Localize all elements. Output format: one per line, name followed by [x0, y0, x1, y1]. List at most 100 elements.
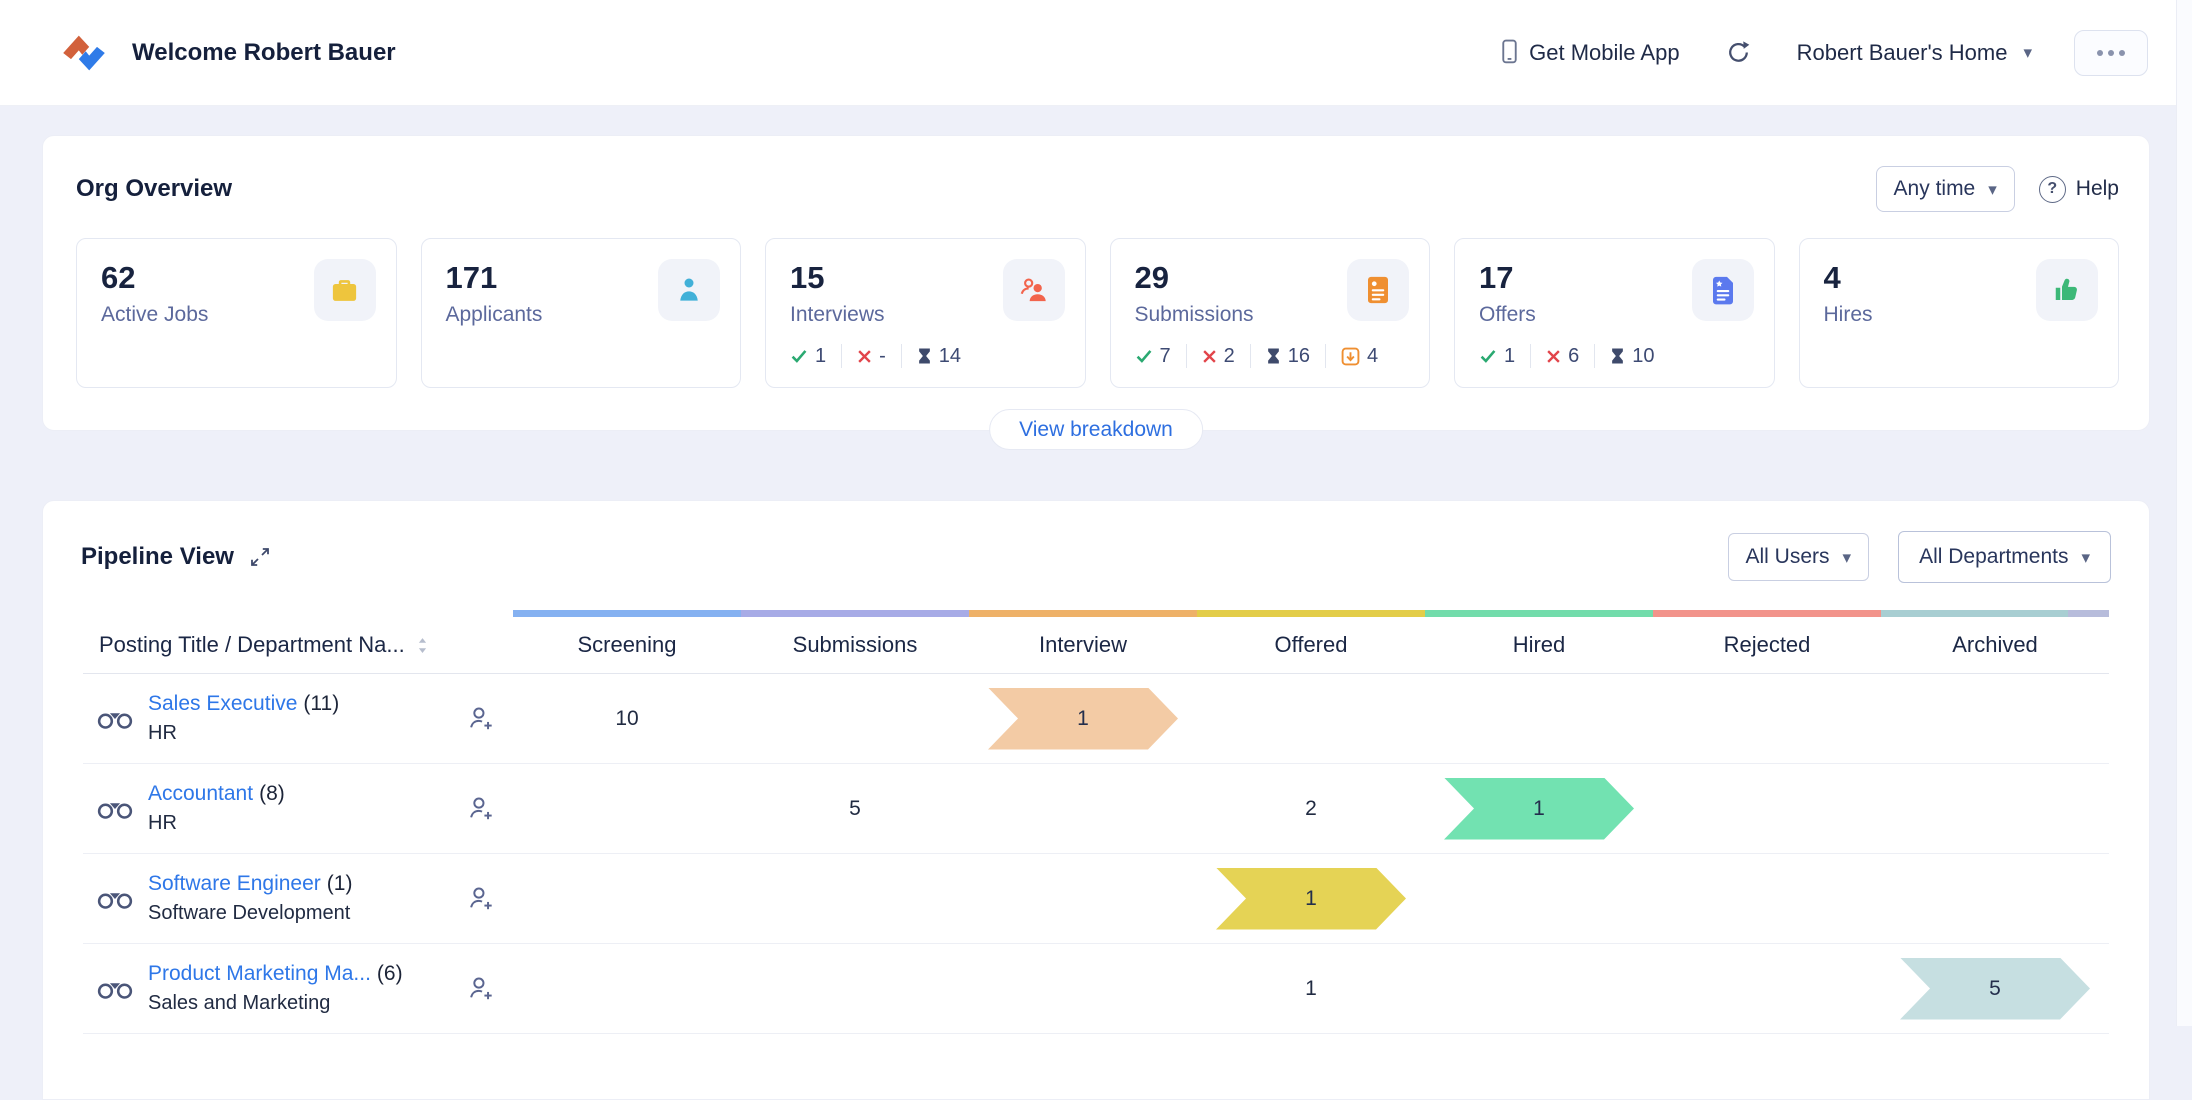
posting-title-column-header[interactable]: Posting Title / Department Na... [83, 632, 513, 658]
get-mobile-app-button[interactable]: Get Mobile App [1501, 39, 1680, 66]
job-posting-link[interactable]: Sales Executive [148, 692, 298, 715]
submissions-pending-stat[interactable]: 16 [1266, 345, 1310, 368]
pipeline-table-header: Posting Title / Department Na... Screeni… [83, 610, 2109, 674]
offers-label: Offers [1479, 303, 1536, 326]
more-options-icon [2097, 49, 2103, 56]
department-name: Sales and Marketing [148, 992, 331, 1014]
top-bar: Welcome Robert Bauer Get Mobile App Robe… [0, 0, 2192, 106]
stage-count[interactable]: 5 [849, 796, 861, 820]
table-row: Accountant (8) HR 5 2 1 [83, 764, 2109, 854]
submissions-rejected-stat[interactable]: 2 [1202, 345, 1235, 368]
inbox-down-icon [1341, 347, 1360, 366]
page-scrollbar[interactable] [2176, 0, 2192, 1026]
column-header-submissions: Submissions [792, 632, 918, 657]
home-selector[interactable]: Robert Bauer's Home ▾ [1797, 40, 2032, 66]
department-name: Software Development [148, 902, 351, 924]
check-icon [1135, 349, 1153, 364]
chevron-down-icon: ▾ [2023, 43, 2032, 62]
stage-count[interactable]: 1 [1305, 976, 1317, 1000]
help-label: Help [2075, 177, 2119, 200]
table-row: Software Engineer (1) Software Developmen… [83, 854, 2109, 944]
chevron-down-icon: ▾ [1988, 179, 1997, 199]
interview-people-icon [1002, 259, 1065, 321]
interviews-count: 15 [790, 260, 825, 295]
briefcase-icon [313, 259, 376, 321]
stat-card-offers[interactable]: 17 Offers 1 [1454, 238, 1775, 388]
add-candidate-icon[interactable] [468, 795, 495, 822]
mobile-phone-icon [1501, 39, 1518, 66]
offers-count: 17 [1479, 260, 1514, 295]
table-row: Sales Executive (11) HR 10 1 [83, 674, 2109, 764]
pipeline-stage-arrow[interactable]: 1 [1216, 868, 1406, 930]
job-posting-link[interactable]: Accountant [148, 782, 254, 805]
pipeline-stage-arrow[interactable]: 5 [1900, 958, 2090, 1020]
add-candidate-icon[interactable] [468, 885, 495, 912]
submissions-count: 29 [1134, 260, 1169, 295]
submissions-label: Submissions [1134, 303, 1254, 326]
thumbs-up-icon [2036, 259, 2098, 321]
view-breakdown-button[interactable]: View breakdown [989, 409, 1203, 450]
interviews-cancelled-stat[interactable]: - [857, 345, 886, 368]
interviews-completed-stat[interactable]: 1 [790, 345, 826, 368]
column-header-hired: Hired [1512, 632, 1566, 657]
all-departments-dropdown[interactable]: All Departments ▾ [1898, 531, 2111, 583]
refresh-button[interactable] [1726, 40, 1751, 65]
all-departments-value: All Departments [1919, 545, 2069, 568]
pipeline-view-title: Pipeline View [81, 543, 234, 570]
app-logo[interactable] [58, 27, 110, 79]
stat-card-active-jobs[interactable]: 62 Active Jobs [76, 238, 397, 388]
job-posting-link[interactable]: Software Engineer [148, 872, 321, 895]
binoculars-icon[interactable] [97, 977, 133, 1001]
hourglass-icon [1266, 347, 1281, 365]
binoculars-icon[interactable] [97, 797, 133, 821]
check-icon [790, 349, 808, 364]
time-filter-value: Any time [1893, 177, 1976, 200]
applicants-count: 171 [445, 260, 498, 295]
get-mobile-app-label: Get Mobile App [1529, 39, 1680, 65]
stage-count[interactable]: 2 [1305, 796, 1317, 820]
stat-card-interviews[interactable]: 15 Interviews [765, 238, 1086, 388]
table-row: Product Marketing Ma... (6) Sales and Mar… [83, 944, 2109, 1034]
submissions-approved-stat[interactable]: 7 [1135, 345, 1171, 368]
column-header-screening: Screening [577, 632, 677, 657]
help-button[interactable]: ? Help [2038, 175, 2119, 203]
cross-icon [857, 349, 872, 364]
interviews-pending-stat[interactable]: 14 [917, 345, 961, 368]
column-header-archived: Archived [1952, 632, 2038, 657]
org-overview-section: Org Overview Any time ▾ ? Help 62 Active… [42, 135, 2150, 450]
all-users-dropdown[interactable]: All Users ▾ [1727, 533, 1870, 581]
cross-icon [1546, 349, 1561, 364]
refresh-icon [1726, 40, 1751, 65]
pipeline-stage-arrow[interactable]: 1 [1444, 778, 1634, 840]
add-candidate-icon[interactable] [468, 975, 495, 1002]
add-candidate-icon[interactable] [468, 705, 495, 732]
stat-card-applicants[interactable]: 171 Applicants [420, 238, 741, 388]
hourglass-icon [917, 347, 932, 365]
applicants-label: Applicants [445, 303, 543, 326]
question-mark-icon: ? [2038, 175, 2066, 203]
active-jobs-label: Active Jobs [101, 303, 209, 326]
all-users-value: All Users [1745, 545, 1830, 568]
offers-declined-stat[interactable]: 6 [1546, 345, 1579, 368]
submissions-inbox-stat[interactable]: 4 [1341, 345, 1378, 368]
time-filter-dropdown[interactable]: Any time ▾ [1875, 166, 2015, 212]
binoculars-icon[interactable] [97, 707, 133, 731]
pipeline-table: Posting Title / Department Na... Screeni… [83, 610, 2109, 1034]
hires-count: 4 [1823, 260, 1841, 295]
pipeline-stage-arrow[interactable]: 1 [988, 688, 1178, 750]
job-posting-link[interactable]: Product Marketing Ma... [148, 962, 371, 985]
pipeline-view-section: Pipeline View All Users ▾ All Department… [42, 500, 2150, 1100]
offers-pending-stat[interactable]: 10 [1610, 345, 1655, 368]
stat-card-hires[interactable]: 4 Hires [1798, 238, 2119, 388]
column-header-interview: Interview [1038, 632, 1128, 657]
column-header-offered: Offered [1274, 632, 1348, 657]
expand-icon[interactable] [249, 546, 271, 568]
applicant-count: (11) [303, 692, 340, 715]
binoculars-icon[interactable] [97, 887, 133, 911]
stat-card-submissions[interactable]: 29 Submissions 7 [1109, 238, 1430, 388]
more-options-button[interactable] [2074, 29, 2148, 76]
sort-icon[interactable] [417, 637, 428, 654]
offers-accepted-stat[interactable]: 1 [1479, 345, 1515, 368]
interviews-label: Interviews [790, 303, 885, 326]
stage-count[interactable]: 10 [615, 706, 639, 730]
